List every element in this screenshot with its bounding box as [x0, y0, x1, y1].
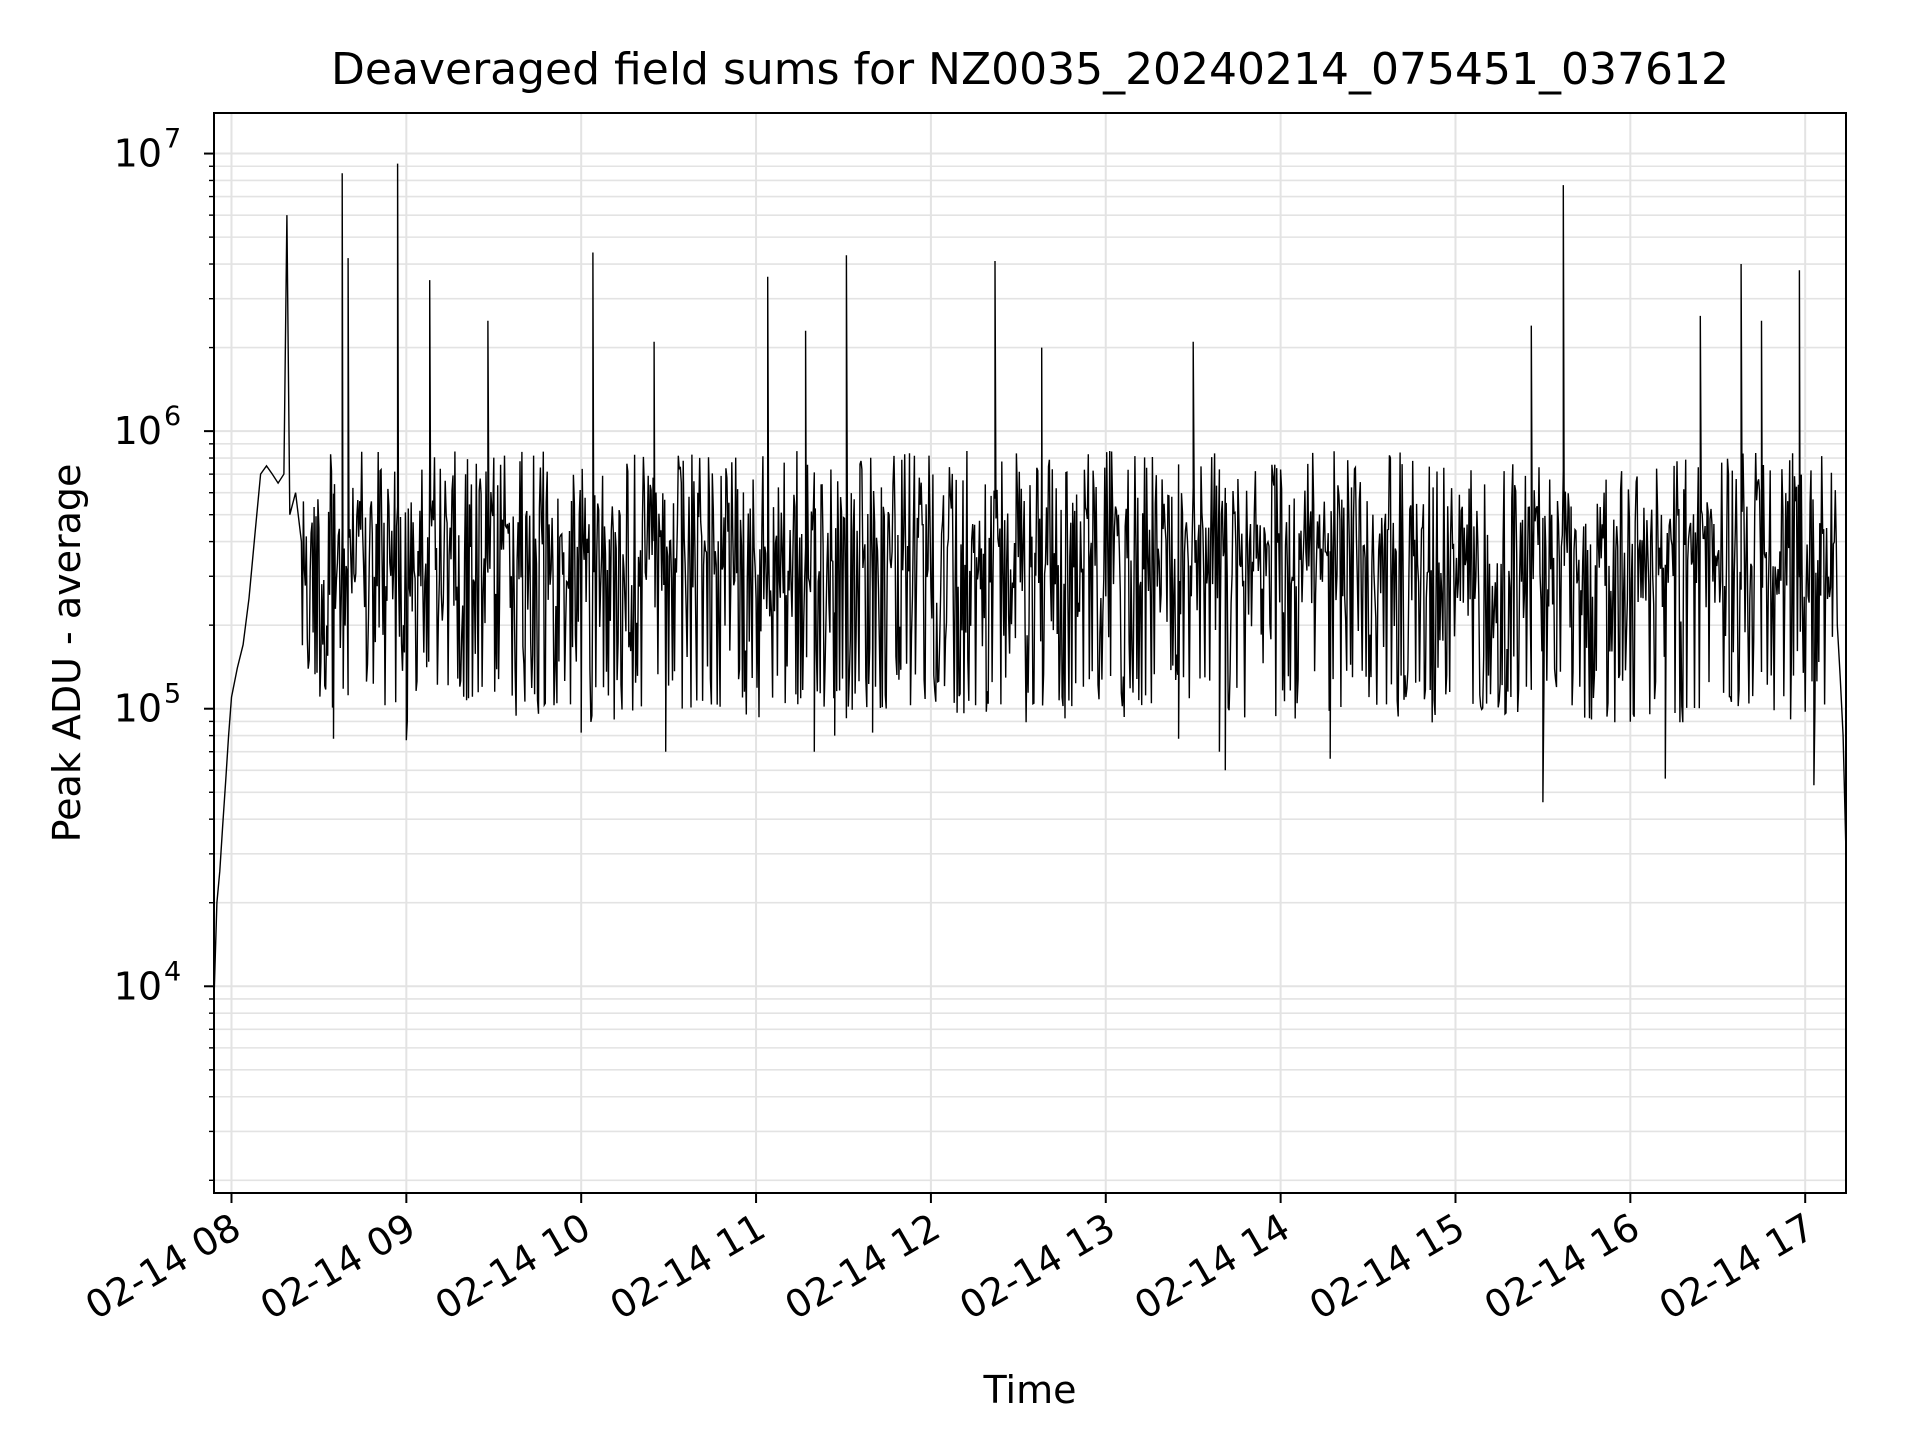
x-axis-label: Time — [983, 1368, 1077, 1412]
plot-frame — [213, 112, 1847, 1194]
y-tick-label: 10 — [114, 964, 162, 1008]
series-line — [213, 163, 1847, 1000]
y-tick-label: 10 — [114, 409, 162, 453]
y-tick-label-exponent: 4 — [164, 956, 181, 987]
chart-title: Deaveraged field sums for NZ0035_2024021… — [331, 44, 1729, 95]
y-tick-label: 10 — [114, 687, 162, 731]
y-axis-label: Peak ADU - average — [45, 464, 89, 843]
y-tick-label-exponent: 7 — [164, 124, 181, 155]
y-tick-label-exponent: 5 — [164, 679, 181, 710]
y-tick-label-exponent: 6 — [164, 401, 181, 432]
series-layer — [213, 163, 1847, 1000]
y-tick-label: 10 — [114, 132, 162, 176]
